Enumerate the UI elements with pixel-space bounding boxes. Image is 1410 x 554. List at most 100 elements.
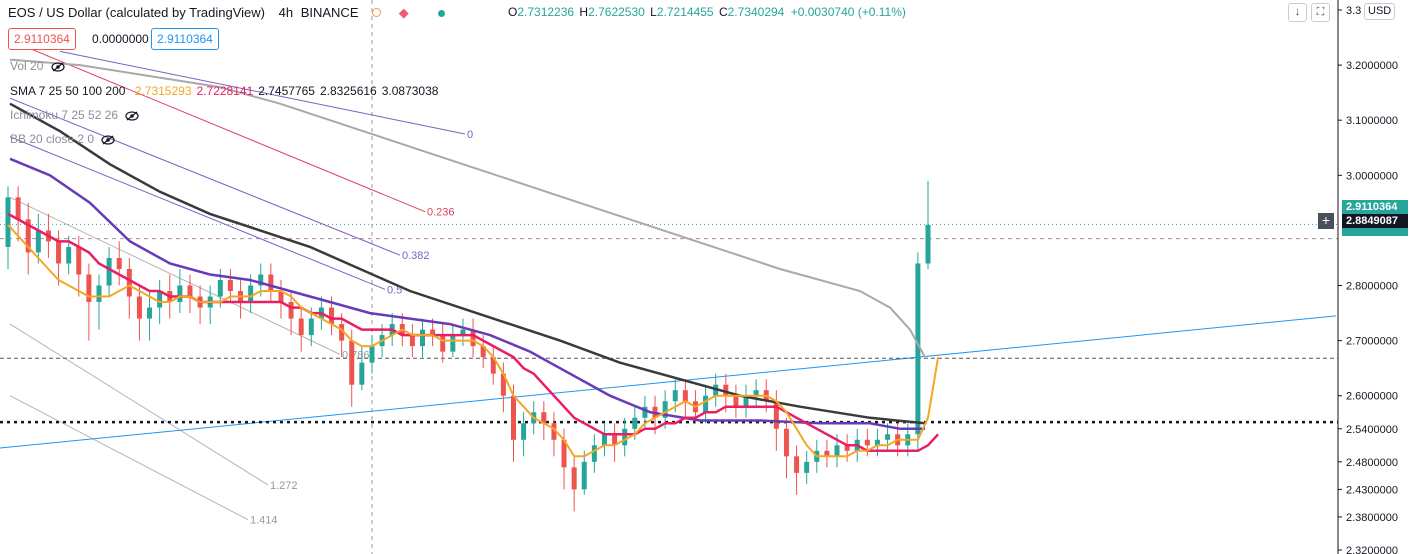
candle-body	[25, 219, 31, 253]
candle-body	[794, 456, 800, 473]
fib-line-0.236	[9, 39, 426, 213]
sell-price-button[interactable]: 2.9110364	[8, 28, 76, 50]
bollinger-legend[interactable]: BB 20 close 2 0	[10, 132, 116, 146]
candle-body	[682, 390, 688, 402]
sma-value-3: 2.8325616	[319, 84, 377, 98]
fib-label-0.236: 0.236	[427, 207, 455, 219]
ohlc-readout: O2.7312236 H2.7622530 L2.7214455 C2.7340…	[508, 5, 906, 19]
candle-body	[591, 445, 597, 462]
currency-button[interactable]: USD	[1364, 3, 1396, 20]
fib-line-0.786	[9, 196, 341, 355]
sma-value-0: 2.7315293	[134, 84, 192, 98]
candle-body	[258, 274, 264, 286]
candle-body	[15, 197, 21, 220]
candle-body	[551, 423, 557, 440]
candle-body	[76, 246, 82, 275]
sma-value-1: 2.7228141	[196, 84, 254, 98]
eye-hidden-icon[interactable]	[51, 62, 65, 72]
candle-body	[824, 450, 830, 457]
candle-body	[35, 230, 41, 253]
candle-body	[581, 461, 587, 490]
low-value: 2.7214455	[656, 5, 714, 19]
eye-hidden-icon[interactable]	[125, 111, 140, 121]
change-value: +0.0030740 (+0.11%)	[790, 5, 906, 19]
candle-body	[561, 439, 567, 468]
candle-body	[571, 467, 577, 490]
candle-body	[874, 439, 880, 446]
candles	[5, 180, 931, 512]
fib-retracement: 0 0.236 0.382 0.5 0.786 1.272 1.414	[9, 39, 473, 527]
fullscreen-icon[interactable]: ⛶	[1311, 3, 1330, 22]
moving-averages	[7, 58, 940, 458]
buy-price-button[interactable]: 2.9110364	[151, 28, 219, 50]
scroll-down-icon[interactable]: ↓	[1288, 3, 1307, 22]
add-alert-icon[interactable]: +	[1318, 213, 1334, 229]
price-tick-label: 3.3	[1346, 5, 1361, 17]
sma-value-2: 2.7457765	[258, 84, 315, 98]
candle-body	[783, 428, 789, 457]
eye-hidden-icon[interactable]	[101, 135, 116, 145]
sma-value-4: 3.0873038	[381, 84, 439, 98]
fib-line-1.272	[9, 323, 269, 486]
candle-body	[521, 423, 527, 440]
symbol-name: EOS / US Dollar (calculated by TradingVi…	[8, 5, 265, 20]
price-axis: 3.3 3.2000000 3.1000000 3.0000000 2.8000000 2…	[1337, 0, 1410, 554]
candle-body	[227, 280, 233, 292]
fib-label-1.414: 1.414	[250, 515, 278, 527]
candle-body	[480, 346, 486, 358]
candle-body	[703, 395, 709, 413]
exchange-label: BINANCE	[300, 5, 359, 20]
candle-body	[96, 285, 102, 303]
sma-100-line	[9, 102, 926, 425]
ichimoku-label: Ichimoku 7 25 52 26	[10, 108, 119, 122]
candle-body	[440, 335, 446, 352]
ichimoku-legend[interactable]: Ichimoku 7 25 52 26	[10, 108, 140, 122]
sma-legend[interactable]: SMA 7 25 50 100 200 2.7315293 2.7228141 2.…	[10, 84, 443, 98]
fib-label-0: 0	[467, 129, 473, 141]
candle-body	[450, 335, 456, 352]
candle-body	[612, 434, 618, 446]
candle-body	[500, 373, 506, 396]
candle-body	[510, 395, 516, 440]
volume-legend[interactable]: Vol 20	[10, 59, 65, 73]
sma-price-tag	[1342, 228, 1408, 236]
last-price-tag: 2.9110364	[1342, 200, 1408, 214]
bollinger-label: BB 20 close 2 0	[10, 132, 95, 146]
candle-body	[116, 257, 122, 269]
open-value: 2.7312236	[517, 5, 575, 19]
candle-body	[86, 274, 92, 303]
candle-body	[672, 390, 678, 402]
price-tick-label: 3.2000000	[1346, 60, 1398, 72]
close-value: 2.7340294	[727, 5, 785, 19]
flag-icon[interactable]: ◆	[398, 5, 409, 20]
price-tick-label: 2.3800000	[1346, 512, 1398, 524]
price-tick-label: 3.1000000	[1346, 115, 1398, 127]
fib-line-0.5	[9, 136, 386, 290]
candle-body	[147, 307, 153, 319]
market-dot-icon	[372, 8, 382, 17]
candle-body	[864, 439, 870, 446]
price-tick-label: 2.5400000	[1346, 424, 1398, 436]
candle-body	[187, 285, 193, 297]
sma-7-line	[7, 224, 940, 458]
price-tick-label: 2.6000000	[1346, 391, 1398, 403]
candle-body	[662, 401, 668, 418]
candle-body	[420, 329, 426, 347]
candle-body	[5, 197, 11, 247]
candle-body	[217, 280, 223, 297]
symbol-title[interactable]: EOS / US Dollar (calculated by TradingVi…	[8, 5, 449, 21]
grid-layer	[0, 0, 1338, 554]
candle-body	[369, 346, 375, 363]
candle-body	[409, 335, 415, 347]
candle-body	[339, 324, 345, 341]
candle-body	[834, 445, 840, 457]
candle-body	[642, 406, 648, 418]
fib-label-0.382: 0.382	[402, 250, 430, 262]
candle-body	[622, 428, 628, 446]
price-tick-label: 3.0000000	[1346, 170, 1398, 182]
price-axis-bg	[1338, 0, 1410, 554]
candle-body	[136, 296, 142, 319]
price-tick-label: 2.4800000	[1346, 457, 1398, 469]
fib-label-1.272: 1.272	[270, 480, 298, 492]
